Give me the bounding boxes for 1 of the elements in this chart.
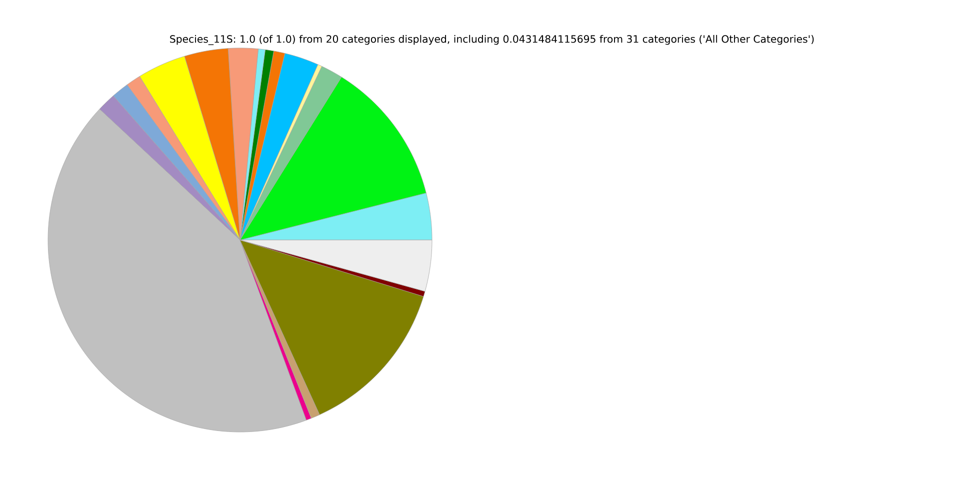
text: Species_11S: 1.0 (of 1.0) from 20 categories displayed, including 0.0431484115695 from 31 categories ('All Other Categories') — [170, 34, 814, 46]
